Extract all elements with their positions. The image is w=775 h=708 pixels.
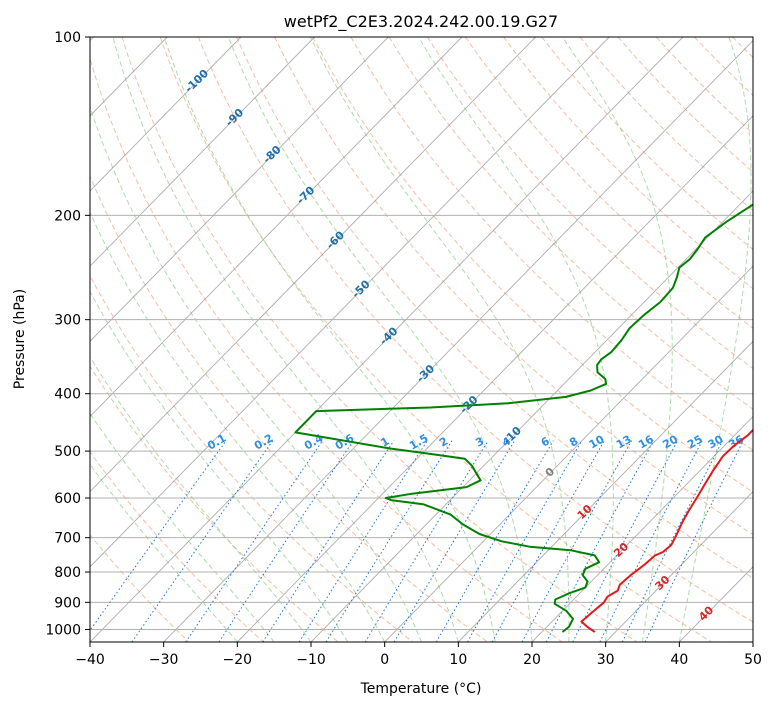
dry-adiabat	[236, 37, 753, 579]
x-axis-title: Temperature (°C)	[360, 681, 482, 697]
y-tick-label: 900	[54, 595, 81, 611]
isotherm-line	[90, 37, 610, 568]
y-tick-label: 400	[54, 387, 81, 403]
dry-adiabat	[90, 57, 563, 642]
dry-adiabat	[426, 37, 753, 370]
y-tick-label: 1000	[45, 622, 81, 638]
dewpoint-profile	[294, 203, 753, 633]
moist-adiabat	[163, 37, 496, 642]
isotherm-line	[605, 491, 753, 642]
moist-adiabat	[561, 37, 673, 642]
moist-adiabat	[90, 355, 312, 642]
dry-adiabat	[197, 37, 753, 623]
dry-adiabat	[274, 37, 753, 536]
mixing-ratio-line	[298, 440, 428, 642]
moist-adiabat	[418, 37, 614, 642]
dry-adiabat	[90, 534, 190, 642]
axes: −40 −30 −20 −10 0 10 20 30 40 50 100 200 300 400 500 60…	[45, 30, 762, 668]
mixing-ratio-line	[218, 440, 354, 642]
y-tick-label: 500	[54, 444, 81, 460]
y-tick-label: 700	[54, 531, 81, 547]
mixing-ratio-line	[521, 440, 633, 642]
dry-adiabat	[617, 37, 753, 173]
y-tick-label: 300	[54, 313, 81, 329]
mixing-ratio-line	[185, 440, 324, 642]
isotherm-line	[90, 37, 536, 493]
x-tick-label: −30	[149, 652, 179, 668]
moist-adiabat	[90, 290, 349, 642]
x-tick-label: 30	[597, 652, 615, 668]
dry-adiabat	[579, 37, 753, 212]
dry-adiabat	[121, 37, 638, 642]
dry-adiabat	[350, 37, 753, 451]
moist-adiabat	[309, 37, 570, 642]
moist-adiabat	[90, 463, 238, 642]
dry-adiabat	[90, 451, 264, 642]
isotherm-line	[310, 190, 753, 642]
chart-title: wetPf2_C2E3.2024.242.00.19.G27	[284, 12, 558, 32]
mixing-ratio-line	[393, 440, 516, 642]
dry-adiabat	[503, 37, 753, 290]
x-tick-label: −10	[296, 652, 326, 668]
mixing-ratio-line	[621, 440, 724, 642]
y-tick-label: 600	[54, 491, 81, 507]
isotherm-line	[90, 37, 463, 418]
x-tick-label: 50	[744, 652, 762, 668]
x-tick-label: 0	[380, 652, 389, 668]
plot-frame	[89, 36, 754, 643]
mixing-ratio-line	[262, 440, 395, 642]
mixing-ratio-line	[90, 440, 227, 632]
isotherm-line	[384, 265, 753, 642]
isotherm-line	[90, 37, 242, 192]
moist-adiabat	[90, 210, 386, 642]
dry-adiabat	[159, 37, 712, 642]
isotherm-line	[90, 37, 389, 342]
isotherm-line	[90, 37, 315, 267]
isotherm-line	[163, 39, 753, 642]
mixing-ratio-line	[325, 440, 453, 642]
moist-adiabat	[227, 37, 533, 642]
dry-adiabat	[465, 37, 753, 329]
temperature-profile	[580, 428, 753, 633]
x-tick-label: −20	[223, 652, 253, 668]
y-tick-label: 800	[54, 565, 81, 581]
dry-adiabat	[388, 37, 753, 410]
isotherm-line	[531, 415, 753, 642]
y-tick-label: 100	[54, 30, 81, 46]
x-tick-label: 10	[449, 652, 467, 668]
x-tick-label: −40	[75, 652, 105, 668]
moist-adiabat	[112, 37, 459, 642]
isotherm-line	[90, 37, 684, 642]
y-tick-label: 200	[54, 208, 81, 224]
mixing-ratio-line	[435, 440, 554, 642]
isotherm-line	[237, 115, 753, 642]
mixing-ratio-line	[599, 440, 703, 642]
mixing-ratio-line	[644, 440, 744, 642]
mixing-ratio-line	[491, 440, 605, 642]
x-tick-label: 20	[523, 652, 541, 668]
y-axis-title: Pressure (hPa)	[12, 289, 28, 389]
mixing-ratio-line	[467, 440, 583, 642]
moist-adiabat	[90, 412, 275, 642]
moist-adiabat	[678, 37, 752, 642]
moist-adiabat	[90, 105, 422, 642]
isotherm-line	[458, 340, 753, 642]
x-tick-label: 40	[670, 652, 688, 668]
mixing-ratio-line	[131, 440, 274, 642]
